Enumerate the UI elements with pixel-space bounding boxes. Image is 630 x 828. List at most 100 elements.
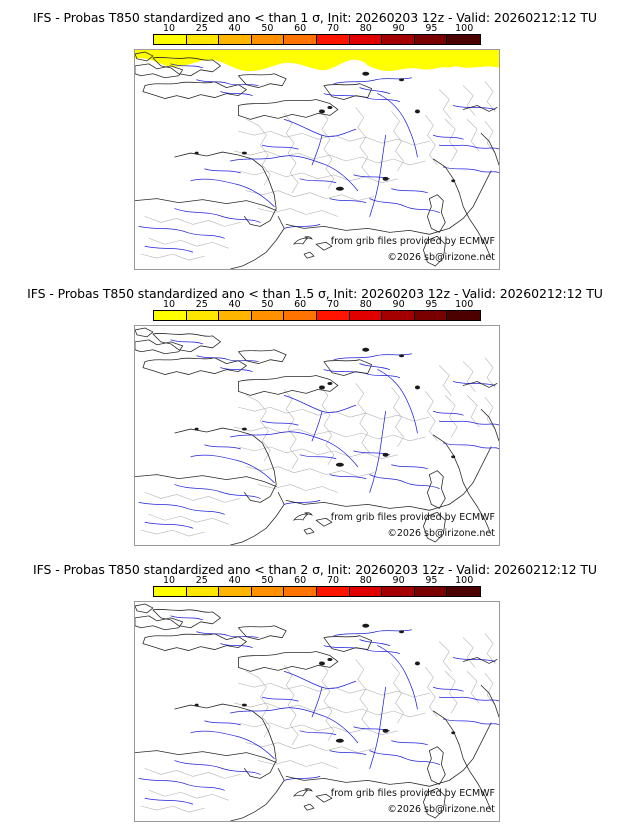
map-canvas <box>135 327 499 545</box>
panel-title: IFS - Probas T850 standardized ano < tha… <box>33 10 597 25</box>
panel-title: IFS - Probas T850 standardized ano < tha… <box>33 562 597 577</box>
colorbar-gradient <box>153 34 481 45</box>
attribution-copyright: ©2026 sb@irizone.net <box>387 528 495 539</box>
colorbar-segment-40 <box>219 587 252 596</box>
panel-1p5sigma: IFS - Probas T850 standardized ano < tha… <box>0 276 630 552</box>
shading-contour-3 <box>431 51 460 68</box>
attribution-source: from grib files provided by ECMWF <box>330 788 495 799</box>
colorbar-segment-90 <box>382 35 415 44</box>
colorbar-segment-25 <box>186 35 220 44</box>
colorbar-tick-90: 90 <box>392 23 405 34</box>
colorbar: 10 25 40 50 60 70 80 90 95 100 <box>153 575 481 597</box>
colorbar-tick-40: 40 <box>228 23 241 34</box>
colorbar-tick-80: 80 <box>359 23 372 34</box>
colorbar-segment-95 <box>414 311 448 320</box>
colorbar-tick-10: 10 <box>162 575 176 586</box>
probability-shading-layer <box>135 50 499 72</box>
colorbar-tick-70: 70 <box>326 23 340 34</box>
colorbar-segment-50 <box>251 35 285 44</box>
map-frame[interactable]: from grib files provided by ECMWF ©2026 s… <box>134 325 500 546</box>
colorbar-segment-80 <box>349 587 383 596</box>
colorbar-segment-10 <box>154 311 187 320</box>
colorbar-segment-40 <box>219 35 252 44</box>
map-frame[interactable]: from grib files provided by ECMWF ©2026 s… <box>134 49 500 270</box>
colorbar-segment-70 <box>316 35 350 44</box>
colorbar-tick-60: 60 <box>294 575 307 586</box>
colorbar-segment-70 <box>316 587 350 596</box>
colorbar-tick-25: 25 <box>195 299 208 310</box>
colorbar-tick-25: 25 <box>195 23 208 34</box>
colorbar-tick-70: 70 <box>326 575 340 586</box>
colorbar-tick-25: 25 <box>195 575 208 586</box>
colorbar-tick-labels: 10 25 40 50 60 70 80 90 95 100 <box>153 299 481 310</box>
colorbar-tick-60: 60 <box>294 23 307 34</box>
colorbar-segment-90 <box>382 587 415 596</box>
attribution-source: from grib files provided by ECMWF <box>330 236 495 247</box>
colorbar-tick-90: 90 <box>392 299 405 310</box>
colorbar-tick-50: 50 <box>261 575 274 586</box>
colorbar-gradient <box>153 310 481 321</box>
colorbar-segment-60 <box>284 35 317 44</box>
attribution-source: from grib files provided by ECMWF <box>330 512 495 523</box>
colorbar-tick-80: 80 <box>359 299 372 310</box>
colorbar-segment-60 <box>284 311 317 320</box>
lakes-layer <box>194 71 456 191</box>
rivers-layer <box>138 615 499 805</box>
attribution-copyright: ©2026 sb@irizone.net <box>387 252 495 263</box>
colorbar-gradient <box>153 586 481 597</box>
coastlines-layer <box>135 51 499 269</box>
administrative-borders-layer <box>140 633 496 813</box>
map-canvas <box>135 603 499 821</box>
colorbar-segment-100 <box>447 35 480 44</box>
panel-1sigma: IFS - Probas T850 standardized ano < tha… <box>0 0 630 276</box>
colorbar-tick-95: 95 <box>425 575 438 586</box>
colorbar-tick-100: 100 <box>455 299 474 310</box>
colorbar-tick-40: 40 <box>228 575 241 586</box>
map-frame[interactable]: from grib files provided by ECMWF ©2026 s… <box>134 601 500 822</box>
colorbar-tick-50: 50 <box>261 299 274 310</box>
lakes-layer <box>194 347 456 467</box>
colorbar-segment-25 <box>186 587 220 596</box>
bird-icon <box>293 512 313 521</box>
colorbar-tick-50: 50 <box>261 23 274 34</box>
shading-contour-2 <box>363 53 393 70</box>
colorbar-segment-100 <box>447 311 480 320</box>
colorbar-segment-95 <box>414 35 448 44</box>
colorbar-segment-70 <box>316 311 350 320</box>
colorbar-segment-80 <box>349 35 383 44</box>
lakes-layer <box>194 623 456 743</box>
administrative-borders-layer <box>140 81 496 261</box>
colorbar-segment-25 <box>186 311 220 320</box>
colorbar: 10 25 40 50 60 70 80 90 95 100 <box>153 23 481 45</box>
attribution-copyright: ©2026 sb@irizone.net <box>387 804 495 815</box>
colorbar-tick-10: 10 <box>162 23 176 34</box>
colorbar-tick-80: 80 <box>359 575 372 586</box>
colorbar-segment-50 <box>251 587 285 596</box>
colorbar-segment-50 <box>251 311 285 320</box>
colorbar-tick-100: 100 <box>455 575 474 586</box>
colorbar-segment-80 <box>349 311 383 320</box>
coastlines-layer <box>135 327 499 545</box>
colorbar-segment-40 <box>219 311 252 320</box>
colorbar-segment-60 <box>284 587 317 596</box>
rivers-layer <box>138 63 499 253</box>
panel-2sigma: IFS - Probas T850 standardized ano < tha… <box>0 552 630 828</box>
colorbar-segment-100 <box>447 587 480 596</box>
panel-title: IFS - Probas T850 standardized ano < tha… <box>27 286 603 301</box>
colorbar-tick-labels: 10 25 40 50 60 70 80 90 95 100 <box>153 575 481 586</box>
colorbar-tick-10: 10 <box>162 299 176 310</box>
bird-icon <box>293 788 313 797</box>
bird-icon <box>293 236 313 245</box>
colorbar-tick-60: 60 <box>294 299 307 310</box>
map-canvas-shaded <box>135 50 499 269</box>
colorbar-tick-90: 90 <box>392 575 405 586</box>
administrative-borders-layer <box>140 357 496 537</box>
colorbar-tick-95: 95 <box>425 23 438 34</box>
shading-contour-1 <box>135 50 499 72</box>
colorbar-tick-100: 100 <box>455 23 474 34</box>
colorbar-segment-10 <box>154 587 187 596</box>
coastlines-layer <box>135 603 499 821</box>
colorbar: 10 25 40 50 60 70 80 90 95 100 <box>153 299 481 321</box>
colorbar-segment-10 <box>154 35 187 44</box>
